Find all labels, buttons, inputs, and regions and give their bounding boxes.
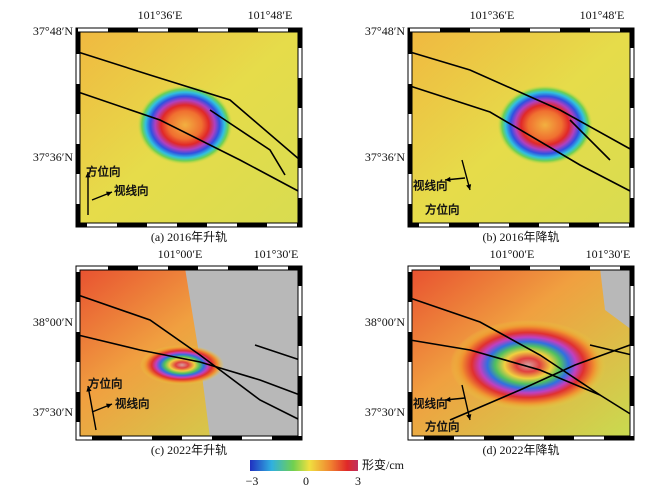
- arrow-head: [466, 414, 472, 420]
- map-frame-ticks: [408, 266, 634, 440]
- colorbar: [250, 460, 358, 471]
- caption: (b) 2016年降轨: [483, 230, 560, 244]
- lat-label: 37°36′N: [33, 150, 73, 164]
- arrow-label: 视线向: [114, 184, 149, 198]
- fault-line: [409, 339, 601, 396]
- fault-line: [77, 51, 301, 161]
- lon-label: 101°30′E: [586, 247, 631, 261]
- fault-line: [449, 344, 631, 421]
- lon-label: 101°00′E: [490, 247, 535, 261]
- colorbar-tick: 3: [355, 474, 361, 488]
- lon-label: 101°00′E: [158, 247, 203, 261]
- map-frame-ticks: [76, 28, 302, 227]
- hillshade: [185, 268, 300, 438]
- lat-label: 37°30′N: [365, 405, 405, 419]
- lat-label: 37°36′N: [365, 150, 405, 164]
- arrow: [461, 384, 471, 421]
- fault-line: [409, 51, 633, 151]
- fault-line: [209, 109, 286, 176]
- arrow-head: [445, 396, 451, 403]
- lat-label: 37°48′N: [365, 24, 405, 38]
- fault-line: [569, 119, 611, 161]
- arrow-head: [106, 191, 112, 197]
- arrow-head: [445, 176, 451, 183]
- fault-line: [589, 344, 633, 356]
- fault-line: [77, 334, 301, 396]
- colorbar-tick: −3: [246, 474, 259, 488]
- map-frame-ticks: [76, 266, 302, 440]
- fault-line: [77, 91, 301, 193]
- arrow-label: 方位向: [88, 377, 123, 391]
- arrow-label: 方位向: [425, 420, 460, 434]
- caption: (a) 2016年升轨: [151, 230, 227, 244]
- deformation-rings: [497, 85, 593, 165]
- arrow-label: 视线向: [413, 397, 448, 411]
- lon-label: 101°48′E: [580, 8, 625, 22]
- lat-label: 38°00′N: [365, 315, 405, 329]
- fault-line: [409, 297, 633, 416]
- hillshade: [600, 268, 632, 330]
- caption: (c) 2022年升轨: [151, 443, 227, 457]
- lat-label: 37°48′N: [33, 24, 73, 38]
- lon-label: 101°30′E: [254, 247, 299, 261]
- arrow-head: [466, 184, 472, 190]
- arrow: [87, 385, 97, 431]
- arrow-label: 视线向: [115, 397, 150, 411]
- lon-label: 101°36′E: [470, 8, 515, 22]
- deformation-rings: [450, 320, 606, 410]
- arrow-head: [85, 172, 91, 178]
- arrow-label: 方位向: [425, 203, 460, 217]
- colorbar-tick: 0: [303, 474, 309, 488]
- arrow-head: [106, 403, 112, 409]
- lat-label: 38°00′N: [33, 315, 73, 329]
- fault-line: [409, 85, 633, 193]
- lon-label: 101°36′E: [138, 8, 183, 22]
- arrow-label: 方位向: [86, 165, 121, 179]
- fault-line: [77, 294, 301, 421]
- lon-label: 101°48′E: [248, 8, 293, 22]
- colorbar-label: 形变/cm: [362, 457, 405, 472]
- fault-line: [254, 344, 301, 361]
- caption: (d) 2022年降轨: [483, 443, 560, 457]
- arrow-head: [86, 386, 92, 392]
- map-frame-ticks: [408, 28, 634, 227]
- arrow-label: 视线向: [413, 179, 448, 193]
- lat-label: 37°30′N: [33, 405, 73, 419]
